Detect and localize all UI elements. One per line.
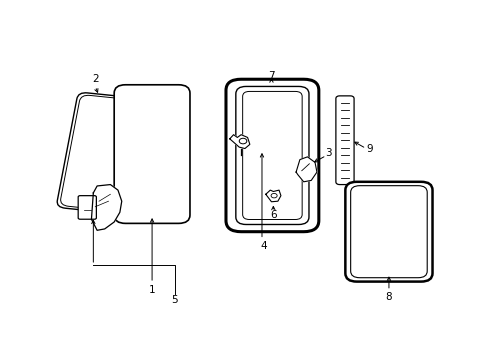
FancyBboxPatch shape: [345, 182, 432, 282]
FancyBboxPatch shape: [78, 196, 96, 219]
Polygon shape: [265, 190, 280, 202]
Text: 8: 8: [385, 292, 391, 302]
Text: 1: 1: [148, 285, 155, 295]
Polygon shape: [91, 185, 122, 230]
Text: 9: 9: [366, 144, 372, 153]
FancyBboxPatch shape: [57, 93, 137, 213]
Text: 7: 7: [267, 72, 274, 81]
FancyBboxPatch shape: [350, 186, 427, 278]
Circle shape: [270, 193, 277, 198]
Text: 3: 3: [325, 148, 331, 158]
Text: 6: 6: [269, 210, 276, 220]
FancyBboxPatch shape: [61, 95, 133, 210]
FancyBboxPatch shape: [225, 79, 318, 232]
FancyBboxPatch shape: [335, 96, 353, 185]
Text: 4: 4: [260, 240, 266, 251]
Polygon shape: [296, 157, 316, 182]
Polygon shape: [229, 135, 249, 149]
FancyBboxPatch shape: [235, 86, 308, 225]
FancyBboxPatch shape: [114, 85, 189, 223]
Circle shape: [239, 138, 246, 144]
FancyBboxPatch shape: [242, 91, 302, 220]
Text: 2: 2: [92, 74, 99, 84]
Text: 5: 5: [171, 296, 178, 305]
